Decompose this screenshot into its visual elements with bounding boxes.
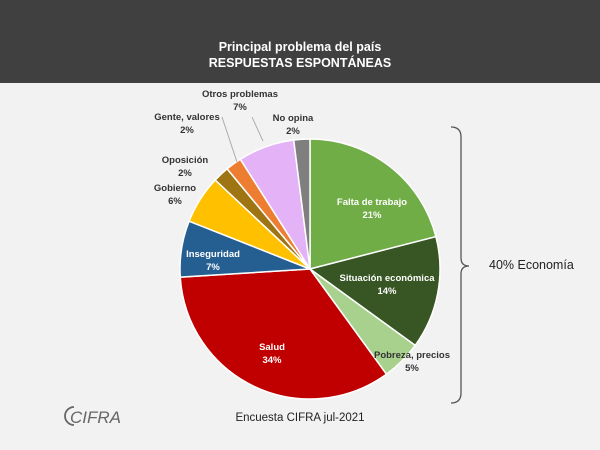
pie-slice-9 [292, 138, 311, 270]
slice-value-7: 2% [180, 125, 194, 136]
slice-value-2: 5% [405, 363, 419, 374]
cifra-logo: CIFRA [60, 404, 122, 433]
slice-label-1: Situación económica [339, 273, 435, 284]
leader-line-7 [221, 116, 238, 163]
pie-slice-3 [179, 268, 388, 400]
economia-annotation: 40% Economía [489, 258, 574, 272]
slice-label-2: Pobreza, precios [374, 350, 450, 361]
slice-label-7: Gente, valores [154, 112, 219, 123]
pie-slices [179, 138, 441, 400]
source-note: Encuesta CIFRA jul-2021 [235, 412, 365, 424]
chart-title: Principal problema del país [218, 40, 382, 54]
slice-value-9: 2% [286, 126, 300, 137]
slice-label-5: Gobierno [154, 183, 196, 194]
pie-slice-1 [308, 235, 441, 347]
slice-labels: Falta de trabajo 21% Situación económica 14… [154, 89, 450, 374]
slice-label-6: Oposición [162, 155, 209, 166]
slice-value-8: 7% [233, 102, 247, 113]
slice-value-5: 6% [168, 196, 182, 207]
leader-line-8 [251, 116, 264, 142]
chart-subtitle: RESPUESTAS ESPONTÁNEAS [208, 56, 392, 70]
slice-label-8: Otros problemas [202, 89, 278, 100]
economia-brace [450, 126, 470, 404]
slice-value-0: 21% [362, 210, 382, 221]
slice-label-0: Falta de trabajo [337, 197, 407, 208]
pie-slice-0 [309, 138, 437, 270]
slice-value-6: 2% [178, 168, 192, 179]
slice-label-9: No opina [273, 113, 314, 124]
slice-label-4: Inseguridad [186, 249, 240, 260]
slice-value-4: 7% [206, 262, 220, 273]
leader-lines [221, 116, 264, 163]
slice-value-3: 34% [262, 355, 282, 366]
logo-text: CIFRA [70, 408, 121, 427]
slice-value-1: 14% [377, 286, 397, 297]
header-bar [0, 0, 600, 83]
slice-label-3: Salud [259, 342, 285, 353]
